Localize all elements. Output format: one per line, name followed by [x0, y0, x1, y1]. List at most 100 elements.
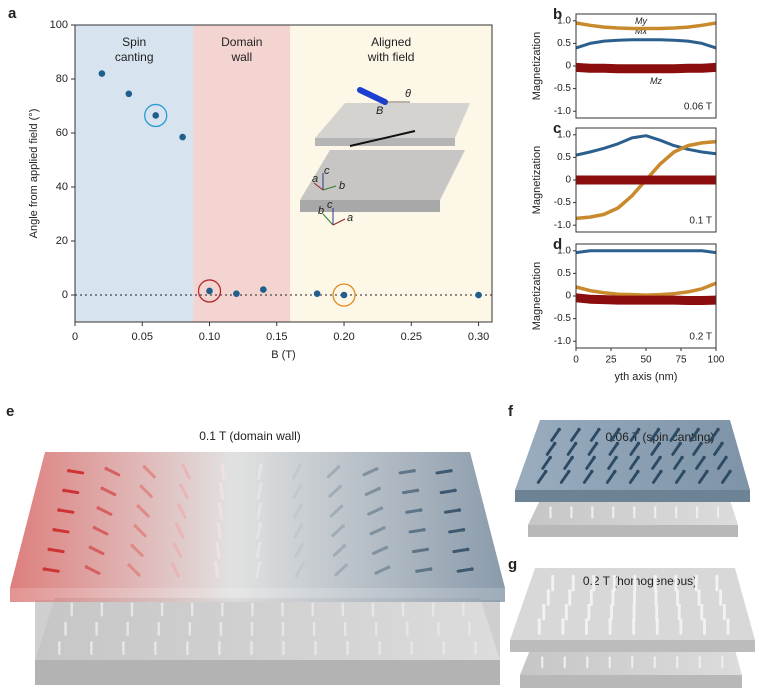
magnetization-curve	[575, 281, 717, 297]
x-tick-label: 0.15	[266, 331, 287, 343]
y-tick-label: 100	[50, 19, 68, 31]
spin-arrow-head	[674, 506, 678, 509]
spin-arrow	[608, 442, 619, 456]
lower-slab-top	[35, 598, 500, 660]
y-tick-label: 0	[62, 289, 68, 301]
data-point	[206, 287, 213, 295]
spin-arrow-head	[281, 602, 284, 606]
spin-arrow-head	[590, 469, 594, 474]
y-axis-label: Magnetization	[531, 32, 543, 101]
spin-arrow	[136, 504, 150, 518]
region	[193, 25, 291, 322]
spin-arrow-head	[577, 427, 581, 432]
spin-arrow-head	[546, 589, 550, 593]
spin-arrow-head	[544, 469, 548, 474]
spin-arrow	[177, 503, 187, 519]
x-axis-label: yth axis (nm)	[615, 371, 678, 383]
spin-arrow-head	[457, 508, 462, 512]
spin-arrow-head	[557, 427, 561, 432]
spin-arrow-head	[170, 562, 175, 566]
spin-arrow-head	[632, 506, 636, 509]
panel-label: g	[508, 556, 517, 573]
spin-arrow	[673, 456, 684, 470]
spin-arrow	[452, 547, 470, 554]
spin-arrow-head	[70, 602, 74, 606]
spin-arrow	[443, 508, 461, 514]
spin-arrow	[57, 508, 75, 514]
spin-arrow-head	[564, 603, 569, 608]
spin-arrow-head	[47, 547, 52, 552]
spin-arrow-head	[597, 427, 601, 432]
angle-label: θ	[405, 88, 411, 100]
highlight-ring	[197, 279, 222, 303]
spin-arrow	[585, 456, 596, 470]
region-label: Spin	[122, 35, 146, 49]
inset-slab-top	[315, 103, 470, 138]
inset-arrow	[349, 130, 416, 147]
spin-arrow-head	[720, 656, 724, 659]
spin-arrow-head	[258, 482, 263, 487]
spin-arrow	[541, 456, 552, 470]
spin-arrow-head	[104, 466, 109, 471]
spin-arrow-head	[342, 543, 347, 548]
spin-arrow	[216, 522, 222, 540]
spin-arrow-head	[700, 603, 704, 608]
spin-arrow-head	[636, 441, 641, 446]
spin-arrow-head	[341, 602, 345, 606]
spin-arrow	[439, 488, 457, 495]
spin-arrow	[104, 467, 121, 477]
spin-arrow-head	[218, 641, 221, 645]
spin-arrow-head	[568, 589, 572, 593]
spin-arrow	[255, 561, 261, 579]
spin-arrow-head	[314, 641, 317, 645]
inset-slab-bottom	[300, 150, 465, 200]
spin-arrow-head	[251, 602, 254, 606]
spin-arrow-head	[633, 574, 637, 579]
spin-arrow	[52, 528, 70, 534]
spin-arrow	[367, 506, 383, 516]
spin-arrow-head	[561, 618, 565, 622]
region-label: Domain	[221, 35, 262, 49]
spin-arrow-head	[653, 506, 657, 509]
spin-arrow	[605, 470, 617, 484]
spin-arrow-head	[682, 469, 686, 474]
data-point	[340, 291, 348, 299]
axis-b	[322, 213, 334, 226]
spin-arrow-head	[553, 441, 557, 446]
spin-arrow	[649, 428, 660, 442]
spin-arrow-head	[176, 503, 181, 507]
spin-arrow-head	[100, 486, 105, 491]
axis-label: a	[312, 173, 318, 185]
spin-arrow	[362, 467, 379, 477]
spin-arrow-head	[571, 574, 575, 579]
y-tick-label: 20	[56, 235, 68, 247]
data-point	[260, 286, 267, 293]
spin-arrow	[92, 526, 109, 536]
y-tick-label: 80	[56, 73, 68, 85]
spin-arrow	[629, 442, 640, 456]
spin-arrow	[214, 561, 220, 579]
spin-arrow-head	[613, 469, 617, 474]
spin-arrow	[142, 465, 156, 479]
spin-arrow-head	[563, 656, 567, 659]
spin-arrow-head	[694, 574, 699, 579]
y-tick-label: -0.5	[554, 197, 572, 208]
spin-arrow-head	[298, 463, 302, 468]
panel-label: b	[553, 6, 562, 23]
spin-arrow-head	[386, 565, 391, 570]
spin-arrow	[84, 565, 101, 575]
spin-arrow-head	[592, 574, 596, 579]
spin-arrow-head	[190, 602, 194, 606]
x-tick-label: 0	[72, 331, 78, 343]
spin-arrow	[689, 428, 700, 442]
spin-arrow-head	[573, 441, 578, 446]
spin-arrow	[405, 508, 423, 514]
spin-arrow-head	[311, 602, 315, 606]
spin-arrow-head	[92, 525, 97, 530]
spin-arrow-head	[653, 656, 657, 659]
y-tick-label: -1.0	[554, 336, 572, 347]
spin-arrow-head	[84, 565, 89, 569]
spin-arrow-head	[218, 482, 223, 487]
data-point	[125, 90, 133, 98]
spin-arrow-head	[88, 545, 93, 550]
